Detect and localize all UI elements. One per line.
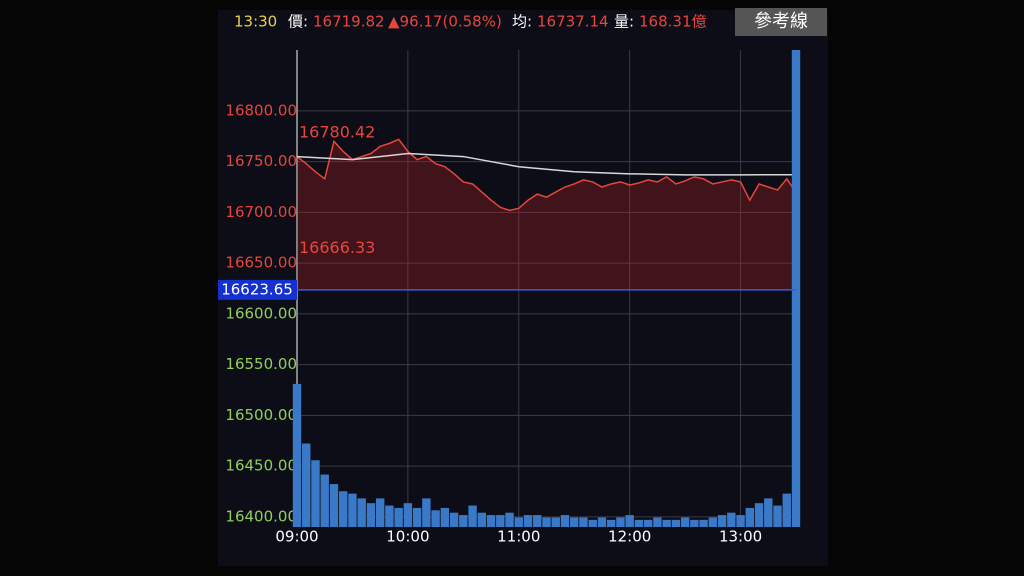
price-line xyxy=(296,138,797,212)
volume-bar xyxy=(394,507,403,527)
volume-bar xyxy=(302,443,311,527)
volume-bar xyxy=(671,519,681,527)
y-tick-label: 16700.00 xyxy=(225,203,297,221)
volume-bar xyxy=(680,517,690,527)
x-tick-label: 12:00 xyxy=(608,528,651,546)
volume-bar xyxy=(459,515,468,527)
volume-bar xyxy=(542,517,551,527)
avg-line xyxy=(296,152,797,176)
volume-bar xyxy=(514,517,523,527)
volume-bar xyxy=(662,519,671,527)
time: 13:30 xyxy=(234,13,277,31)
x-tick-label: 10:00 xyxy=(386,528,429,546)
volume-bar xyxy=(690,519,699,527)
volume-bar xyxy=(643,519,653,527)
volume-bar xyxy=(560,515,570,527)
price-area xyxy=(297,139,796,290)
x-tick-label: 13:00 xyxy=(719,528,762,546)
volume-bar xyxy=(440,507,450,527)
volume-bar xyxy=(782,493,791,527)
reference-button[interactable]: 參考線 xyxy=(754,11,808,32)
reference-label-bg xyxy=(218,279,297,300)
volume-bar xyxy=(588,519,597,527)
volume-bar xyxy=(412,507,422,527)
volume-bar xyxy=(570,517,579,527)
header: 13:30 價: 16719.82 ▲96.17(0.58%) 均: 16737… xyxy=(234,8,827,36)
volume-bar xyxy=(791,50,801,527)
volume-bar xyxy=(533,515,542,527)
volume-bar xyxy=(523,515,533,527)
volume-bar xyxy=(348,493,357,527)
y-tick-label: 16600.00 xyxy=(225,304,297,322)
volume-bar xyxy=(597,517,607,527)
volume-bar xyxy=(745,507,754,527)
volume-bar xyxy=(551,517,560,527)
change: ▲96.17(0.58%) xyxy=(388,13,502,31)
volume-bar xyxy=(422,498,431,527)
volume-bar xyxy=(431,510,440,527)
y-tick-label: 16400.00 xyxy=(225,507,297,525)
volume-bar xyxy=(496,515,505,527)
volume-bar xyxy=(486,515,496,527)
avg: 16737.14 xyxy=(537,13,609,31)
volume-bar xyxy=(357,498,366,527)
y-tick-label: 16450.00 xyxy=(225,457,297,475)
volume-bar xyxy=(754,503,764,527)
y-tick-label: 16500.00 xyxy=(225,406,297,424)
volume-bar xyxy=(292,383,302,527)
volume-bar xyxy=(329,484,339,527)
y-tick-label: 16800.00 xyxy=(225,101,297,119)
volume-bar xyxy=(736,515,745,527)
volume-bar xyxy=(477,512,487,527)
volume-bar xyxy=(634,519,644,527)
volume-bar xyxy=(468,505,477,527)
volume-bar xyxy=(717,515,727,527)
volume-bar xyxy=(449,512,459,527)
volume-label: 量: xyxy=(614,13,634,31)
x-tick-label: 11:00 xyxy=(497,528,540,546)
volume-bar xyxy=(320,474,329,527)
price-label: 價: xyxy=(288,13,308,31)
volume: 168.31億 xyxy=(639,13,707,31)
x-tick-label: 09:00 xyxy=(275,528,318,546)
volume-bar xyxy=(625,515,634,527)
volume-bar xyxy=(606,519,616,527)
volume-bar xyxy=(616,517,625,527)
volume-bar xyxy=(505,512,514,527)
avg-label: 均: xyxy=(512,13,532,31)
volume-bar xyxy=(403,503,413,527)
volume-bar xyxy=(727,512,736,527)
reference-label: 16623.65 xyxy=(221,280,293,298)
volume-bar xyxy=(339,491,348,527)
volume-bar xyxy=(764,498,773,527)
annotation: 16780.42 xyxy=(299,122,375,141)
volume-bar xyxy=(653,517,662,527)
volume-bar xyxy=(385,505,394,527)
y-tick-label: 16750.00 xyxy=(225,152,297,170)
volume-bar xyxy=(311,460,320,527)
volume-bar xyxy=(708,517,718,527)
y-tick-label: 16550.00 xyxy=(225,355,297,373)
volume-bar xyxy=(579,517,588,527)
y-tick-label: 16650.00 xyxy=(225,254,297,272)
volume-bar xyxy=(366,503,376,527)
button-bg[interactable] xyxy=(735,8,827,36)
price: 16719.82 xyxy=(313,13,385,31)
volume-bar xyxy=(375,498,385,527)
volume-bar xyxy=(699,519,708,527)
annotation: 16666.33 xyxy=(299,238,375,257)
volume-bar xyxy=(773,505,782,527)
